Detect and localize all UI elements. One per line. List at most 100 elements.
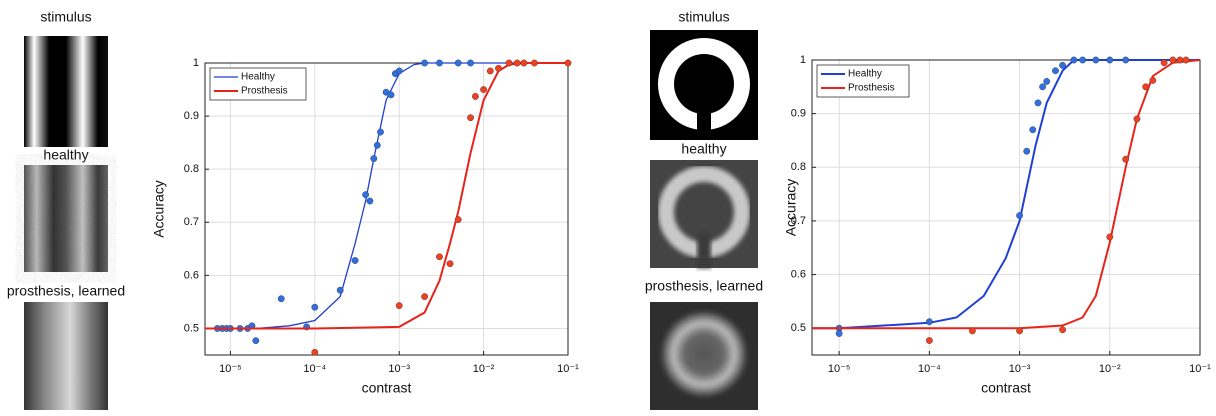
x-tick-label: 10⁻⁵ (828, 363, 851, 375)
healthy-image (24, 165, 108, 272)
image-label: prosthesis, learned (645, 278, 763, 294)
data-point (278, 296, 284, 302)
y-tick-label: 0.5 (184, 322, 199, 334)
image-label: healthy (43, 147, 88, 163)
y-tick-label: 0.8 (791, 161, 806, 173)
data-point (1079, 57, 1085, 63)
y-tick-label: 1 (193, 57, 199, 69)
data-point (1170, 57, 1176, 63)
y-tick-label: 0.7 (184, 216, 199, 228)
data-point (1122, 156, 1128, 162)
fit-line (812, 60, 1200, 328)
data-point (421, 60, 427, 66)
data-point (487, 68, 493, 74)
data-point (1134, 116, 1140, 122)
data-point (514, 60, 520, 66)
data-point (1071, 57, 1077, 63)
data-point (367, 198, 373, 204)
data-point (1161, 59, 1167, 65)
data-point (455, 216, 461, 222)
stimulus-image (24, 36, 108, 147)
chart: 0.5 0.6 0.7 0.8 0.9 1 10⁻⁵ 10⁻⁴ 10⁻³ 10⁻² 10⁻¹ cont… (151, 57, 579, 396)
axes-frame (205, 63, 568, 355)
legend-label: Healthy (241, 72, 275, 83)
data-point (1052, 68, 1058, 74)
data-point (480, 86, 486, 92)
y-tick-label: 0.6 (791, 268, 806, 280)
data-point (421, 293, 427, 299)
x-tick-label: 10⁻³ (388, 363, 410, 375)
x-tick-label: 10⁻³ (1009, 363, 1031, 375)
page: stimulus healthy prosthesis, learned sti… (0, 0, 1216, 416)
data-point (374, 142, 380, 148)
fit-line (205, 63, 568, 329)
data-point (1183, 57, 1189, 63)
data-point (495, 65, 501, 71)
y-axis-label: Accuracy (783, 179, 799, 237)
prosthesis-ring (660, 310, 748, 398)
legend-label: Healthy (848, 69, 882, 80)
x-tick-label: 10⁻⁵ (219, 363, 242, 375)
data-point (926, 319, 932, 325)
data-point (506, 60, 512, 66)
x-tick-label: 10⁻¹ (1189, 363, 1211, 375)
data-point (436, 60, 442, 66)
data-point (565, 60, 571, 66)
data-point (362, 191, 368, 197)
data-point (1059, 327, 1065, 333)
data-point (472, 93, 478, 99)
data-point (436, 254, 442, 260)
x-tick-label: 10⁻⁴ (303, 363, 326, 375)
y-tick-label: 0.9 (791, 108, 806, 120)
data-point (521, 60, 527, 66)
data-point (467, 114, 473, 120)
data-point (1150, 77, 1156, 83)
data-point (377, 129, 383, 135)
data-point (531, 60, 537, 66)
data-point (337, 287, 343, 293)
data-point (253, 337, 259, 343)
data-point (455, 60, 461, 66)
y-tick-label: 1 (800, 54, 806, 66)
image-panel: stimulus healthy prosthesis, learned (7, 9, 125, 410)
x-tick-label: 10⁻¹ (557, 363, 579, 375)
healthy-stem (697, 232, 711, 268)
x-tick-label: 10⁻⁴ (918, 363, 941, 375)
y-tick-label: 0.9 (184, 110, 199, 122)
data-point (1177, 57, 1183, 63)
legend-label: Prosthesis (848, 83, 895, 94)
data-point (396, 68, 402, 74)
data-point (371, 155, 377, 161)
data-point (1024, 148, 1030, 154)
x-axis-label: contrast (362, 380, 412, 396)
data-point (396, 302, 402, 308)
data-point (1016, 328, 1022, 334)
x-tick-label: 10⁻² (473, 363, 495, 375)
data-point (388, 92, 394, 98)
data-point (1122, 57, 1128, 63)
data-point (969, 328, 975, 334)
data-point (926, 337, 932, 343)
image-label: stimulus (678, 9, 729, 25)
data-point (1016, 212, 1022, 218)
data-point (312, 304, 318, 310)
data-point (1107, 57, 1113, 63)
y-tick-label: 0.5 (791, 322, 806, 334)
prosthesis-image (24, 302, 108, 410)
data-point (1039, 84, 1045, 90)
legend-label: Prosthesis (241, 86, 288, 97)
fit-line (812, 60, 1200, 328)
data-point (1044, 78, 1050, 84)
data-point (467, 60, 473, 66)
ring-stem (697, 100, 711, 140)
image-label: prosthesis, learned (7, 283, 125, 299)
data-point (352, 257, 358, 263)
y-axis-label: Accuracy (151, 180, 167, 238)
x-axis-label: contrast (981, 380, 1031, 396)
data-point (312, 349, 318, 355)
data-point (447, 260, 453, 266)
figure: stimulus healthy prosthesis, learned sti… (0, 0, 1216, 411)
y-tick-label: 0.6 (184, 269, 199, 281)
y-tick-label: 0.8 (184, 163, 199, 175)
